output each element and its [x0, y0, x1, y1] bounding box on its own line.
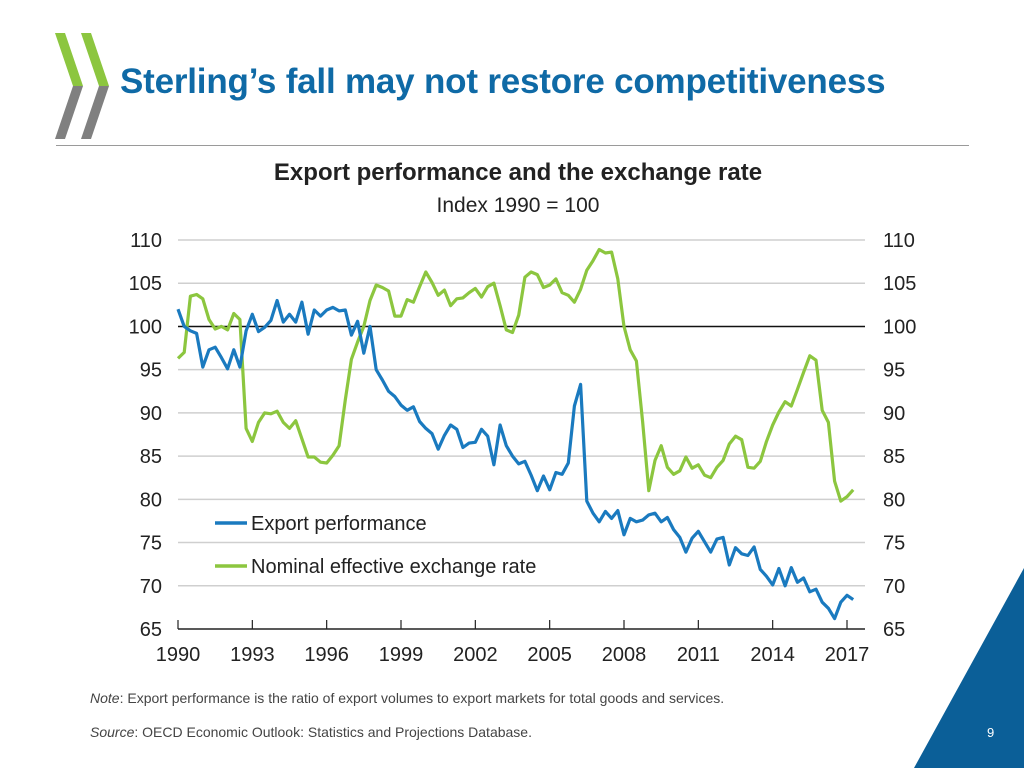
chart-title: Export performance and the exchange rate — [274, 159, 762, 186]
y-tick-right-110: 110 — [883, 230, 915, 252]
title-divider — [56, 145, 969, 146]
y-tick-right-75: 75 — [883, 533, 905, 555]
y-tick-right-85: 85 — [883, 446, 905, 468]
x-tick-label-1990: 1990 — [156, 644, 201, 666]
y-tick-right-105: 105 — [883, 273, 916, 295]
y-tick-right-65: 65 — [883, 619, 905, 641]
y-tick-left-100: 100 — [129, 316, 162, 338]
y-tick-right-95: 95 — [883, 360, 905, 382]
y-tick-left-110: 110 — [130, 230, 162, 252]
x-tick-label-2005: 2005 — [527, 644, 572, 666]
y-tick-right-100: 100 — [883, 316, 916, 338]
y-tick-left-85: 85 — [140, 446, 162, 468]
x-tick-label-2008: 2008 — [602, 644, 647, 666]
y-tick-left-105: 105 — [129, 273, 162, 295]
y-tick-right-90: 90 — [883, 403, 905, 425]
logo-chevron-left-green — [55, 33, 83, 86]
x-tick-label-2014: 2014 — [750, 644, 795, 666]
y-tick-right-70: 70 — [883, 576, 905, 598]
y-tick-right-80: 80 — [883, 489, 905, 511]
source-label: Source — [90, 724, 135, 740]
y-tick-left-95: 95 — [140, 360, 162, 382]
nominal-effective-exchange-rate-line — [176, 247, 855, 503]
y-tick-left-75: 75 — [140, 533, 162, 555]
chart-subtitle: Index 1990 = 100 — [437, 194, 600, 217]
y-tick-left-65: 65 — [140, 619, 162, 641]
note-label: Note — [90, 690, 120, 706]
export-performance-line — [176, 298, 855, 621]
source-text: : OECD Economic Outlook: Statistics and … — [134, 724, 532, 740]
logo-chevron-right-green — [81, 33, 109, 86]
x-tick-label-2011: 2011 — [677, 644, 720, 666]
y-tick-left-70: 70 — [140, 576, 162, 598]
oecd-logo-icon — [55, 33, 109, 139]
logo-chevron-right-grey — [81, 86, 109, 139]
note-text: : Export performance is the ratio of exp… — [119, 690, 725, 706]
page-number: 9 — [987, 725, 995, 740]
note-line: Note: Export performance is the ratio of… — [90, 690, 724, 706]
y-tick-left-80: 80 — [140, 489, 162, 511]
y-tick-left-90: 90 — [140, 403, 162, 425]
source-line: Source: OECD Economic Outlook: Statistic… — [90, 724, 532, 740]
logo-chevron-left-grey — [55, 86, 83, 139]
x-tick-label-1996: 1996 — [304, 644, 349, 666]
legend-label-nominal-effective-exchange-rate: Nominal effective exchange rate — [251, 556, 536, 578]
export-exchange-chart: Export performance and the exchange rate… — [129, 159, 917, 666]
x-tick-label-2002: 2002 — [453, 644, 498, 666]
slide-title: Sterling’s fall may not restore competit… — [120, 62, 886, 101]
x-tick-label-2017: 2017 — [825, 644, 870, 666]
corner-accent — [914, 568, 1024, 768]
x-tick-label-1993: 1993 — [230, 644, 275, 666]
x-tick-label-1999: 1999 — [379, 644, 424, 666]
legend-label-export-performance: Export performance — [251, 513, 427, 535]
